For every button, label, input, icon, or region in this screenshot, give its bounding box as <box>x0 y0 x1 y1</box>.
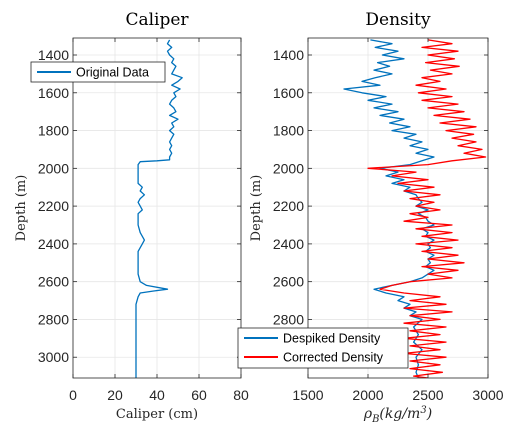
x-axis-label-part: (kg/m <box>379 406 420 422</box>
legend-box <box>30 61 166 83</box>
y-tick-label: 2400 <box>273 236 304 252</box>
series-line-despiked-density <box>343 39 435 378</box>
y-tick-label: 2000 <box>273 160 304 176</box>
y-tick-label: 1400 <box>38 47 69 63</box>
y-tick-label: 1600 <box>273 85 304 101</box>
series-group <box>135 39 183 378</box>
x-tick-label: 2000 <box>352 387 383 403</box>
x-tick-label: 60 <box>191 387 207 403</box>
series-line-corrected-density <box>367 39 487 378</box>
y-axis-label: Depth (m) <box>14 175 29 242</box>
x-tick-label: 2500 <box>412 387 443 403</box>
chart-title: Density <box>365 10 431 30</box>
axes-box <box>307 37 489 379</box>
plot-area <box>308 38 488 378</box>
legend: Despiked Density Corrected Density <box>237 327 409 369</box>
x-axis-label-part: 3 <box>420 405 426 416</box>
x-axis-label-part: ) <box>426 406 432 422</box>
y-tick-label: 2400 <box>38 236 69 252</box>
y-tick-label: 2000 <box>38 160 69 176</box>
x-axis-label: Caliper (cm) <box>116 407 198 422</box>
x-tick-label: 1500 <box>292 387 323 403</box>
y-axis-label: Depth (m) <box>249 175 264 242</box>
x-axis-label: ρB(kg/m3) <box>363 405 432 424</box>
x-tick-label: 0 <box>69 387 77 403</box>
chart-panel-0: 0 20 40 60 80 1400 1600 1800 2000 2200 2400 2600 280… <box>14 10 249 422</box>
legend-label: Corrected Density <box>283 351 384 365</box>
x-tick-label: 40 <box>149 387 165 403</box>
y-tick-label: 1800 <box>38 123 69 139</box>
x-tick-label: 3000 <box>472 387 503 403</box>
y-tick-label: 2600 <box>273 274 304 290</box>
legend-box <box>237 327 409 369</box>
x-axis-label-part: B <box>371 414 379 424</box>
y-tick-label: 1600 <box>38 85 69 101</box>
chart-title: Caliper <box>125 10 189 30</box>
x-tick-label: 80 <box>233 387 249 403</box>
x-axis-label-part: ρ <box>363 406 373 422</box>
legend: Original Data <box>30 61 166 83</box>
y-tick-label: 2200 <box>38 198 69 214</box>
y-tick-label: 2600 <box>38 274 69 290</box>
series-line-original-data <box>135 39 183 378</box>
series-group <box>343 39 487 378</box>
y-tick-label: 2800 <box>273 311 304 327</box>
legend-label: Despiked Density <box>283 332 381 346</box>
y-tick-label: 1800 <box>273 123 304 139</box>
chart-panel-1: 1500 2000 2500 3000 1400 1600 1800 2000 2200 2400… <box>237 10 504 424</box>
x-tick-label: 20 <box>107 387 123 403</box>
y-tick-label: 3000 <box>38 349 69 365</box>
y-tick-label: 2800 <box>38 311 69 327</box>
y-tick-label: 1400 <box>273 47 304 63</box>
y-tick-label: 2200 <box>273 198 304 214</box>
legend-label: Original Data <box>76 66 149 80</box>
